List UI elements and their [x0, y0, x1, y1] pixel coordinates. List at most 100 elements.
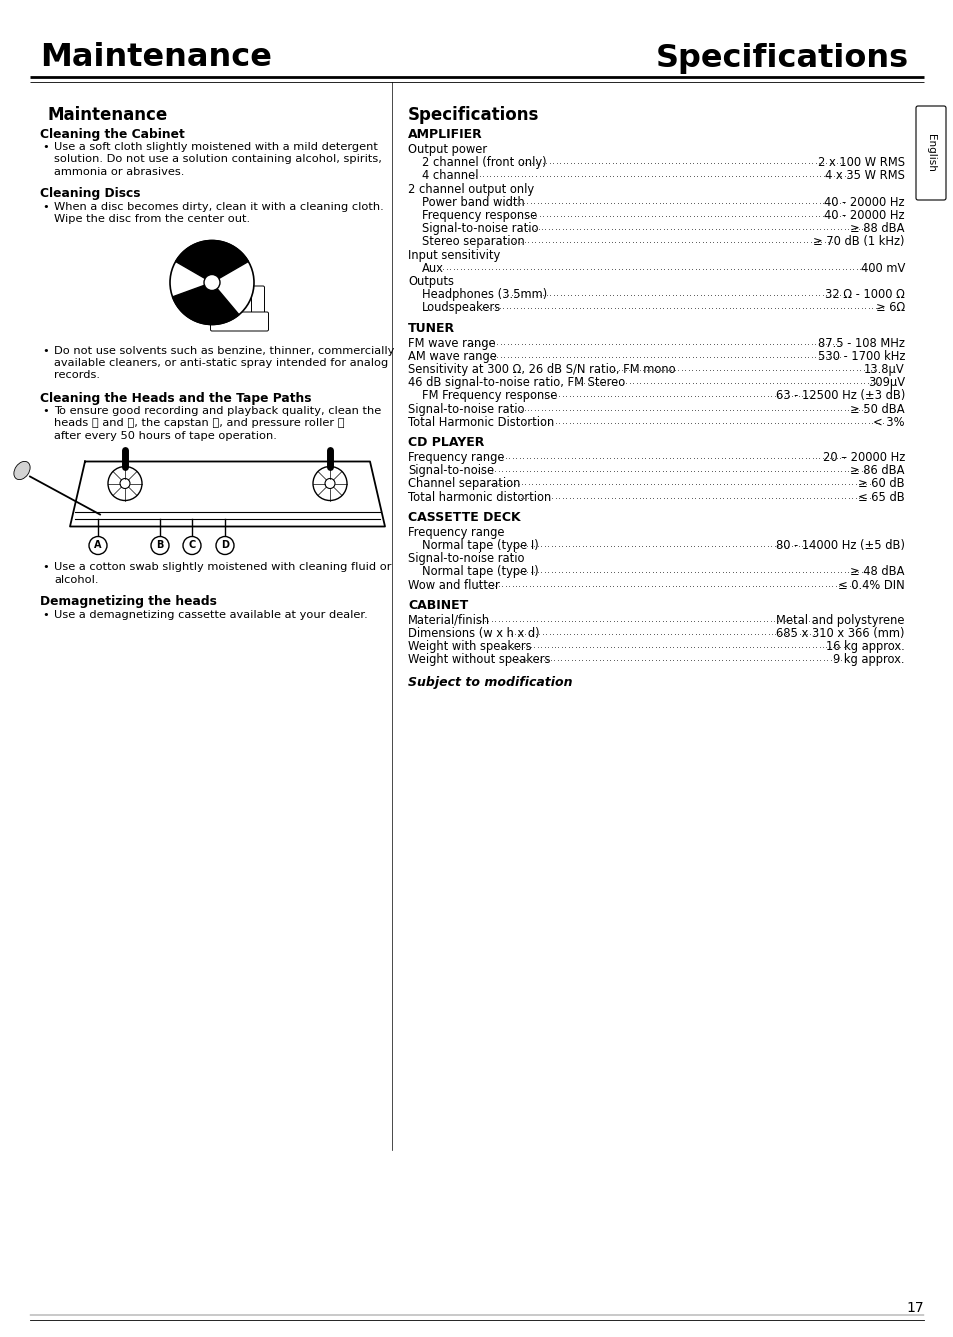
Text: Material/finish: Material/finish [408, 614, 490, 627]
Text: Stereo separation: Stereo separation [421, 235, 524, 249]
Text: 4 channel: 4 channel [421, 170, 478, 182]
Text: Signal-to-noise ratio: Signal-to-noise ratio [408, 552, 524, 566]
Circle shape [215, 536, 233, 555]
Text: AMPLIFIER: AMPLIFIER [408, 128, 482, 140]
Text: D: D [221, 540, 229, 551]
Text: TUNER: TUNER [408, 322, 455, 334]
Text: •: • [42, 406, 49, 416]
Text: ≥ 50 dBA: ≥ 50 dBA [849, 402, 904, 416]
Text: < 3%: < 3% [873, 416, 904, 429]
Text: 685 x 310 x 366 (mm): 685 x 310 x 366 (mm) [776, 627, 904, 640]
Text: FM Frequency response: FM Frequency response [421, 389, 557, 402]
Text: available cleaners, or anti-static spray intended for analog: available cleaners, or anti-static spray… [54, 358, 388, 368]
Text: ≥ 86 dBA: ≥ 86 dBA [850, 464, 904, 477]
Text: 2 channel output only: 2 channel output only [408, 183, 534, 195]
Text: ≥ 60 dB: ≥ 60 dB [858, 477, 904, 491]
FancyBboxPatch shape [915, 106, 945, 201]
Text: English: English [925, 134, 935, 172]
Text: •: • [42, 563, 49, 572]
Text: Do not use solvents such as benzine, thinner, commercially: Do not use solvents such as benzine, thi… [54, 345, 394, 356]
Text: Wipe the disc from the center out.: Wipe the disc from the center out. [54, 214, 250, 225]
Text: Total Harmonic Distortion: Total Harmonic Distortion [408, 416, 554, 429]
Polygon shape [70, 461, 385, 527]
Polygon shape [175, 241, 248, 282]
Text: Aux: Aux [421, 262, 443, 275]
Text: •: • [42, 142, 49, 152]
Text: 87.5 - 108 MHz: 87.5 - 108 MHz [818, 337, 904, 349]
Text: 13.8μV: 13.8μV [863, 364, 904, 376]
FancyBboxPatch shape [213, 283, 226, 320]
Text: Cleaning the Heads and the Tape Paths: Cleaning the Heads and the Tape Paths [40, 392, 312, 405]
Text: records.: records. [54, 370, 100, 381]
Text: 400 mV: 400 mV [860, 262, 904, 275]
Circle shape [204, 274, 220, 290]
Text: 2 x 100 W RMS: 2 x 100 W RMS [817, 156, 904, 170]
Text: Subject to modification: Subject to modification [408, 675, 572, 689]
Text: Cleaning Discs: Cleaning Discs [40, 187, 140, 201]
FancyBboxPatch shape [252, 286, 264, 320]
Text: after every 50 hours of tape operation.: after every 50 hours of tape operation. [54, 431, 276, 441]
Text: Use a soft cloth slightly moistened with a mild detergent: Use a soft cloth slightly moistened with… [54, 142, 377, 152]
Text: •: • [42, 202, 49, 211]
Text: A: A [94, 540, 102, 551]
Text: FM wave range: FM wave range [408, 337, 496, 349]
Text: Sensitivity at 300 Ω, 26 dB S/N ratio, FM mono: Sensitivity at 300 Ω, 26 dB S/N ratio, F… [408, 364, 675, 376]
Text: Cleaning the Cabinet: Cleaning the Cabinet [40, 128, 185, 140]
Text: 9 kg approx.: 9 kg approx. [833, 654, 904, 666]
Text: 46 dB signal-to-noise ratio, FM Stereo: 46 dB signal-to-noise ratio, FM Stereo [408, 376, 624, 389]
Text: Frequency range: Frequency range [408, 451, 504, 464]
FancyBboxPatch shape [211, 312, 268, 332]
Text: ≤ 0.4% DIN: ≤ 0.4% DIN [838, 579, 904, 591]
Text: Total harmonic distortion: Total harmonic distortion [408, 491, 551, 504]
Text: Use a demagnetizing cassette available at your dealer.: Use a demagnetizing cassette available a… [54, 610, 367, 619]
Text: 63 - 12500 Hz (±3 dB): 63 - 12500 Hz (±3 dB) [775, 389, 904, 402]
Text: CABINET: CABINET [408, 599, 468, 612]
Text: solution. Do not use a solution containing alcohol, spirits,: solution. Do not use a solution containi… [54, 155, 381, 164]
Text: Loudspeakers: Loudspeakers [421, 301, 500, 314]
Circle shape [151, 536, 169, 555]
Text: 309μV: 309μV [867, 376, 904, 389]
Text: Weight without speakers: Weight without speakers [408, 654, 550, 666]
Text: Outputs: Outputs [408, 275, 454, 287]
Text: Demagnetizing the heads: Demagnetizing the heads [40, 595, 216, 608]
Text: Input sensitivity: Input sensitivity [408, 249, 499, 262]
Text: Metal and polystyrene: Metal and polystyrene [776, 614, 904, 627]
Text: ≥ 70 dB (1 kHz): ≥ 70 dB (1 kHz) [813, 235, 904, 249]
Text: Maintenance: Maintenance [40, 43, 272, 74]
FancyBboxPatch shape [238, 278, 253, 320]
Text: 40 - 20000 Hz: 40 - 20000 Hz [823, 195, 904, 209]
FancyBboxPatch shape [225, 275, 239, 320]
Circle shape [170, 241, 253, 325]
Ellipse shape [14, 461, 30, 480]
Text: 20 – 20000 Hz: 20 – 20000 Hz [821, 451, 904, 464]
Text: When a disc becomes dirty, clean it with a cleaning cloth.: When a disc becomes dirty, clean it with… [54, 202, 383, 211]
Text: C: C [188, 540, 195, 551]
Text: ammonia or abrasives.: ammonia or abrasives. [54, 167, 184, 176]
Text: AM wave range: AM wave range [408, 350, 497, 362]
Text: ≥ 88 dBA: ≥ 88 dBA [850, 222, 904, 235]
Text: CD PLAYER: CD PLAYER [408, 436, 484, 449]
Text: Normal tape (type I): Normal tape (type I) [421, 539, 538, 552]
Text: 16 kg approx.: 16 kg approx. [825, 640, 904, 654]
Text: Output power: Output power [408, 143, 487, 156]
Circle shape [89, 536, 107, 555]
Text: Channel separation: Channel separation [408, 477, 519, 491]
Text: Wow and flutter: Wow and flutter [408, 579, 499, 591]
Text: CASSETTE DECK: CASSETTE DECK [408, 511, 520, 524]
Text: 2 channel (front only): 2 channel (front only) [421, 156, 546, 170]
Circle shape [183, 536, 201, 555]
Text: Weight with speakers: Weight with speakers [408, 640, 531, 654]
Polygon shape [172, 282, 239, 325]
Text: Frequency response: Frequency response [421, 209, 537, 222]
Text: Signal-to-noise ratio: Signal-to-noise ratio [421, 222, 537, 235]
Text: alcohol.: alcohol. [54, 575, 98, 586]
Text: Signal-to-noise: Signal-to-noise [408, 464, 494, 477]
Text: Specifications: Specifications [408, 106, 538, 124]
Text: 40 - 20000 Hz: 40 - 20000 Hz [823, 209, 904, 222]
Text: 530 - 1700 kHz: 530 - 1700 kHz [817, 350, 904, 362]
Text: Specifications: Specifications [655, 43, 908, 74]
Text: •: • [42, 345, 49, 356]
Text: Dimensions (w x h x d): Dimensions (w x h x d) [408, 627, 539, 640]
Text: Use a cotton swab slightly moistened with cleaning fluid or: Use a cotton swab slightly moistened wit… [54, 563, 391, 572]
Text: To ensure good recording and playback quality, clean the: To ensure good recording and playback qu… [54, 406, 381, 416]
